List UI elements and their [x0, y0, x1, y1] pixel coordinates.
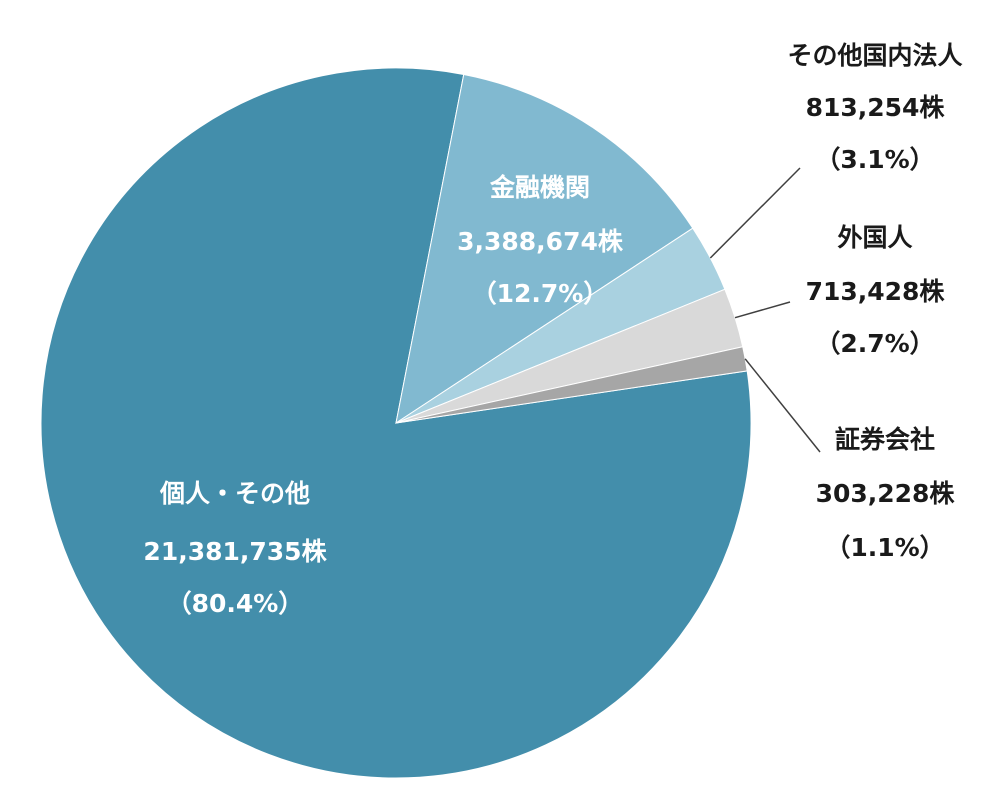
slice-financial	[395, 73, 694, 425]
label-domestic-corp-name: その他国内法人	[787, 41, 962, 70]
slice-securities	[395, 346, 748, 424]
pie-slices	[40, 67, 752, 779]
label-domestic-corp-percent: （3.1%）	[815, 145, 934, 174]
label-individuals-name: 個人・その他	[159, 479, 310, 508]
label-domestic-corp-shares: 813,254株	[806, 93, 946, 122]
slice-label-financial: 金融機関 3,388,674株 （12.7%）	[457, 173, 624, 308]
label-individuals-shares: 21,381,735株	[143, 537, 327, 566]
label-foreign-shares: 713,428株	[806, 277, 946, 306]
leader-lines	[709, 167, 821, 453]
leader-foreign	[734, 301, 791, 319]
label-securities-name: 証券会社	[835, 425, 935, 454]
label-financial-shares: 3,388,674株	[457, 227, 624, 256]
label-financial-percent: （12.7%）	[472, 279, 609, 308]
slice-label-foreign: 外国人 713,428株 （2.7%）	[806, 223, 946, 358]
slice-label-securities: 証券会社 303,228株 （1.1%）	[816, 425, 956, 562]
leader-securities	[744, 358, 821, 453]
label-foreign-percent: （2.7%）	[815, 329, 934, 358]
slice-label-domestic-corp: その他国内法人 813,254株 （3.1%）	[787, 41, 962, 174]
label-securities-shares: 303,228株	[816, 479, 956, 508]
leader-domestic-corp	[709, 167, 801, 259]
label-foreign-name: 外国人	[837, 223, 912, 252]
slice-label-individuals: 個人・その他 21,381,735株 （80.4%）	[143, 479, 327, 618]
label-securities-percent: （1.1%）	[825, 533, 944, 562]
label-financial-name: 金融機関	[489, 173, 590, 202]
label-individuals-percent: （80.4%）	[167, 589, 304, 618]
